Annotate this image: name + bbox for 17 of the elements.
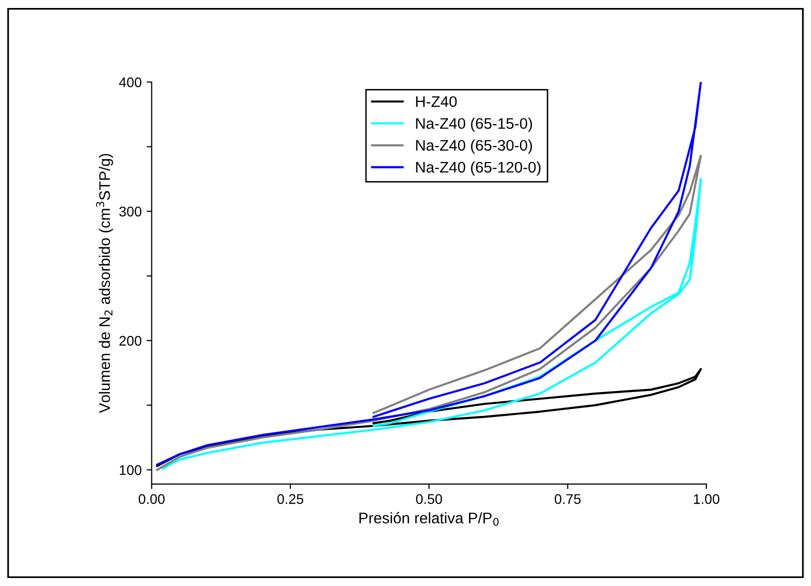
y-tick-label: 100 — [120, 465, 142, 475]
x-tick-label: 1.00 — [694, 494, 720, 504]
legend-label: Na-Z40 (65-30-0) — [416, 140, 532, 154]
line-series — [156, 82, 702, 466]
x-axis-title: Presión relativa P/P$_{0}$ — [359, 512, 499, 526]
y-tick-label: 400 — [119, 77, 142, 88]
legend-label: Na-Z40 (65-15-0) — [416, 118, 532, 132]
x-tick-label: 0.00 — [138, 494, 165, 504]
y-tick-label: 200 — [119, 336, 142, 346]
legend-label: Na-Z40 (65-120-0) — [416, 161, 540, 176]
x-tick-label: 0.75 — [554, 494, 581, 504]
x-tick-label: 0.25 — [277, 494, 304, 504]
y-axis-title: Volumen de N$_{2}$ adsorbido (cm$^{3}$STP/g) — [96, 154, 114, 414]
line-series — [156, 368, 702, 467]
x-tick-label: 0.50 — [416, 494, 442, 504]
y-tick-label: 300 — [119, 206, 142, 216]
legend-label: H-Z40 — [416, 96, 457, 108]
